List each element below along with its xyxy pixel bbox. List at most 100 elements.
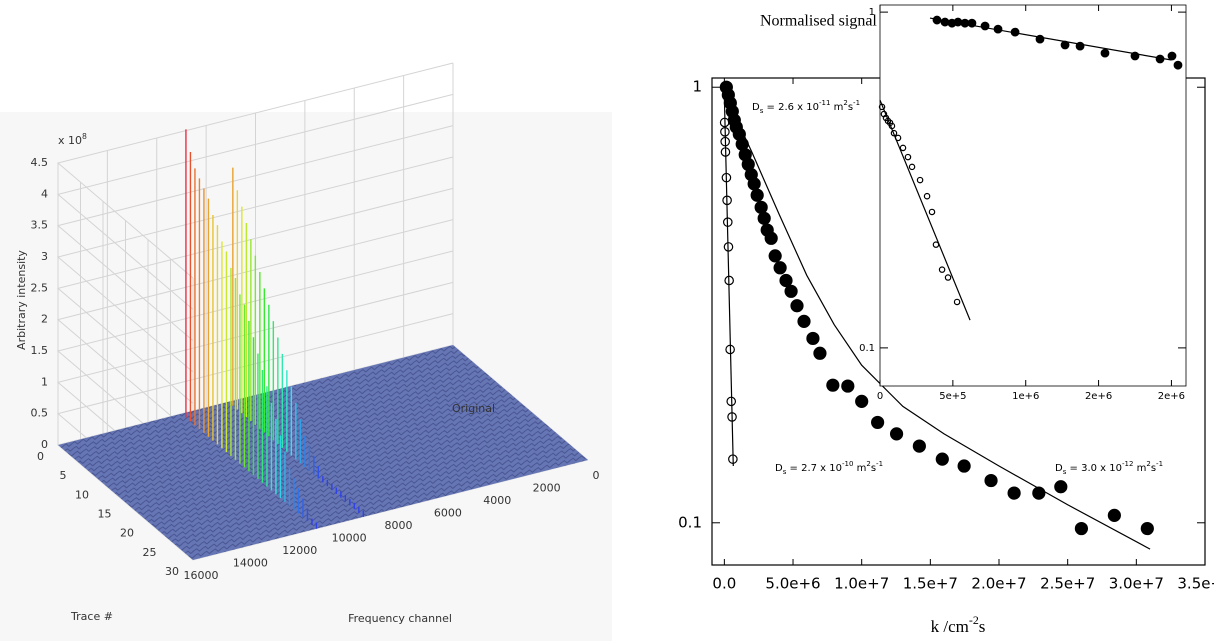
annotation-part: m	[1133, 463, 1146, 474]
filled-point	[1167, 51, 1177, 61]
z-tick-label: 2	[41, 313, 48, 326]
x-tick-label: 1.0e+7	[834, 575, 889, 593]
filled-point	[826, 378, 840, 392]
noise-floor	[58, 345, 588, 560]
open-point	[928, 208, 936, 216]
annotation: Ds = 2.6 x 10-11 m2s-1	[752, 99, 860, 115]
z-tick-label: 4.5	[31, 156, 49, 169]
annotation-part: 2	[1146, 460, 1150, 468]
y-tick-label: 1	[692, 78, 702, 96]
x-axis-label: k /cm-2s	[931, 613, 986, 636]
y-tick-label: 16000	[184, 569, 219, 582]
annotation-part: -12	[1122, 460, 1133, 468]
x-tick-label: 3.0e+7	[1109, 575, 1164, 593]
x-tick-label: 5e+5	[939, 391, 966, 402]
filled-point	[1100, 48, 1110, 58]
z-tick-label: 4	[41, 187, 48, 200]
open-point	[899, 144, 907, 152]
open-point	[938, 266, 946, 273]
y-tick-label: 0.1	[678, 513, 702, 531]
annotation: Ds = 2.7 x 10-10 m2s-1	[775, 460, 883, 476]
filled-point	[889, 427, 904, 441]
z-scale-part: 8	[82, 132, 87, 141]
filled-point	[984, 473, 998, 488]
x-axis-label-part: -2	[969, 613, 979, 627]
annotation-part: m	[830, 102, 843, 113]
chart-title: Normalised signal	[760, 13, 877, 30]
filled-point	[764, 231, 778, 245]
y-tick-label: 2000	[533, 482, 561, 495]
annotation-part: s	[783, 468, 787, 476]
plot-frame	[879, 4, 1187, 387]
annotation-part: m	[853, 463, 866, 474]
annotation-part: = 2.7 x 10	[786, 463, 842, 474]
y-tick-label: 14000	[233, 557, 268, 570]
x-tick-label: 5.0e+6	[765, 575, 820, 593]
y-tick-label: 0	[593, 469, 600, 482]
filled-point	[841, 379, 855, 393]
y-tick-label: 10000	[332, 532, 367, 545]
z-axis-label: Arbitrary intensity	[15, 250, 28, 350]
x-tick-label: 2.5e+7	[1040, 575, 1095, 593]
fit-line	[723, 96, 1151, 550]
filled-point	[768, 249, 782, 263]
annotation-part: -1	[876, 460, 883, 468]
annotation-part: s	[848, 102, 853, 113]
filled-point	[813, 346, 827, 360]
filled-point	[773, 261, 787, 275]
filled-point	[797, 314, 811, 328]
x-tick-label: 10	[75, 488, 89, 501]
y-tick-label: 6000	[434, 507, 462, 520]
filled-point	[747, 177, 761, 191]
annotation-part: D	[752, 102, 760, 113]
filled-point	[806, 331, 820, 346]
filled-point	[754, 200, 768, 214]
x-tick-label: 3.5e+7	[1177, 575, 1214, 593]
z-tick-label: 3.5	[31, 219, 49, 232]
annotation-part: -1	[853, 99, 860, 107]
x-tick-label: 15	[98, 508, 112, 521]
annotation-part: -10	[842, 460, 853, 468]
x-axis-label: Trace #	[70, 610, 113, 623]
y-axis-label: Frequency channel	[348, 612, 452, 625]
x-tick-label: 1e+6	[1012, 391, 1039, 402]
filled-point	[790, 299, 804, 313]
annotation-part: 2	[843, 99, 847, 107]
filled-point	[784, 284, 798, 298]
filled-point	[757, 211, 771, 225]
filled-point	[940, 17, 950, 27]
open-point	[916, 176, 924, 184]
x-tick-label: 2.0e+7	[971, 575, 1026, 593]
annotation-part: = 3.0 x 10	[1066, 463, 1122, 474]
x-axis-label-part: s	[979, 617, 986, 636]
z-tick-label: 3	[41, 250, 48, 263]
x-tick-label: 0	[877, 391, 883, 402]
x-tick-label: 0	[37, 450, 44, 463]
annotation-part: 2	[866, 460, 870, 468]
z-scale-part: x 10	[58, 134, 82, 147]
fit-line	[929, 17, 1172, 61]
annotation-part: s	[1151, 463, 1156, 474]
annotation-part: D	[1055, 463, 1063, 474]
open-point	[953, 298, 961, 306]
z-tick-label: 2.5	[31, 281, 49, 294]
z-tick-label: 1.5	[31, 344, 49, 357]
open-point	[923, 192, 931, 200]
x-tick-label: 20	[120, 527, 134, 540]
x-tick-label: 30	[165, 565, 179, 578]
y-tick-label: 12000	[282, 544, 317, 557]
filled-point	[1173, 60, 1183, 70]
z-tick-label: 1	[41, 375, 48, 388]
y-tick-label: 4000	[483, 494, 511, 507]
annotation-part: s	[760, 107, 764, 115]
filled-point	[1074, 521, 1089, 536]
filled-point	[779, 273, 793, 288]
y-tick-label: 0.1	[859, 343, 875, 354]
open-point	[908, 163, 916, 171]
z-tick-label: 0	[41, 438, 48, 451]
filled-point	[750, 188, 764, 202]
filled-point	[935, 452, 949, 466]
annotation-part: -11	[819, 99, 830, 107]
